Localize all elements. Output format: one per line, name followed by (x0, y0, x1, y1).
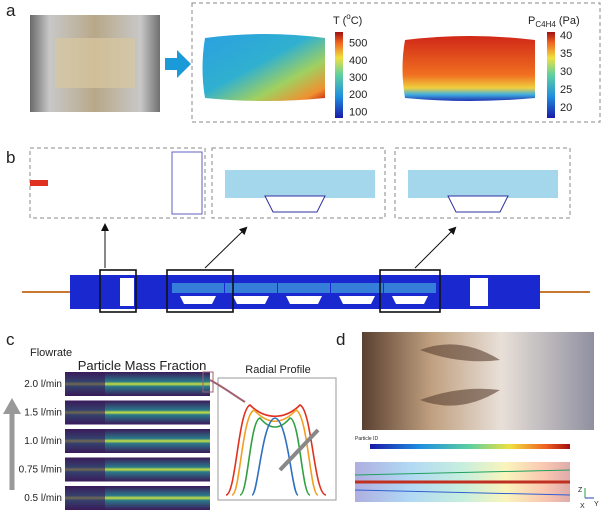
profile (231, 409, 319, 496)
zoom-box (394, 147, 571, 219)
obstacle (392, 296, 428, 304)
flow-field (225, 170, 375, 198)
colorbar-title: PC4H4 (Pa) (528, 15, 580, 29)
arrow-head (3, 398, 21, 414)
arrow (165, 50, 191, 78)
mass-fraction-shade (65, 400, 105, 425)
panel-title: Particle Mass Fraction (78, 358, 207, 373)
flow-field (384, 283, 436, 293)
panel-label: c (6, 330, 15, 349)
flow-field (331, 283, 383, 293)
arrow (204, 226, 248, 269)
obstacle (470, 278, 488, 306)
temperature-field (202, 34, 325, 101)
obstacle (120, 278, 134, 306)
axis-letter: Y (594, 501, 599, 508)
mass-fraction-shade (65, 457, 105, 482)
flowrate-label: 1.5 l/min (24, 408, 62, 419)
inset-title: Radial Profile (245, 364, 310, 376)
panel-label: d (336, 330, 345, 349)
colorbar-tick: 400 (349, 55, 367, 67)
profile (251, 417, 299, 496)
obstacle (233, 296, 269, 304)
profile (239, 417, 311, 496)
panel-box (191, 2, 601, 123)
obstacle (171, 151, 203, 215)
colorbar (547, 32, 555, 118)
flow-field (172, 283, 224, 293)
flow-field (225, 283, 277, 293)
colorbar-title: Particle ID (355, 436, 378, 442)
obstacle (339, 296, 375, 304)
streamline (354, 469, 571, 476)
profile (225, 404, 327, 496)
deposit (420, 344, 500, 406)
axis-title: Flowrate (30, 347, 72, 359)
flowrate-label: 0.5 l/min (24, 493, 62, 504)
colorbar-tick: 300 (349, 72, 367, 84)
colorbar-tick: 200 (349, 89, 367, 101)
colorbar (335, 32, 343, 118)
axis-letter: Z (578, 487, 583, 494)
callout-arrow (209, 379, 246, 403)
inlet-jet (30, 180, 48, 186)
obstacle (180, 296, 216, 304)
mass-fraction-shade (65, 429, 105, 453)
colorbar-tick: 100 (349, 106, 367, 118)
zoom-frame (166, 269, 234, 313)
tube (55, 38, 135, 88)
colorbar-tick: 40 (560, 30, 572, 42)
panel-label: a (6, 1, 16, 20)
arrow (414, 226, 457, 269)
colorbar-tick: 20 (560, 102, 572, 114)
streamline (354, 489, 571, 496)
colorbar-tick: 35 (560, 48, 572, 60)
panel-label: b (6, 148, 15, 167)
obstacle (264, 195, 326, 213)
zoom-frame (379, 269, 441, 313)
colorbar-title: T (oC) (333, 12, 362, 27)
flow-field (278, 283, 330, 293)
flowrate-label: 2.0 l/min (24, 379, 62, 390)
colorbar-tick: 500 (349, 38, 367, 50)
trend-arrow (278, 428, 320, 472)
colorbar (370, 444, 570, 449)
obstacle (447, 195, 509, 213)
zoom-box (211, 147, 386, 219)
axis-letter: X (580, 503, 585, 510)
pressure-field (402, 36, 535, 101)
mass-fraction-shade (65, 486, 105, 510)
photo (362, 332, 594, 430)
obstacle (286, 296, 322, 304)
zoom-frame (99, 269, 137, 313)
colorbar-tick: 25 (560, 84, 572, 96)
mass-fraction-shade (65, 372, 105, 396)
flow-field (408, 170, 558, 198)
colorbar-tick: 30 (560, 66, 572, 78)
flowrate-label: 1.0 l/min (24, 436, 62, 447)
flowrate-label: 0.75 l/min (19, 465, 62, 476)
